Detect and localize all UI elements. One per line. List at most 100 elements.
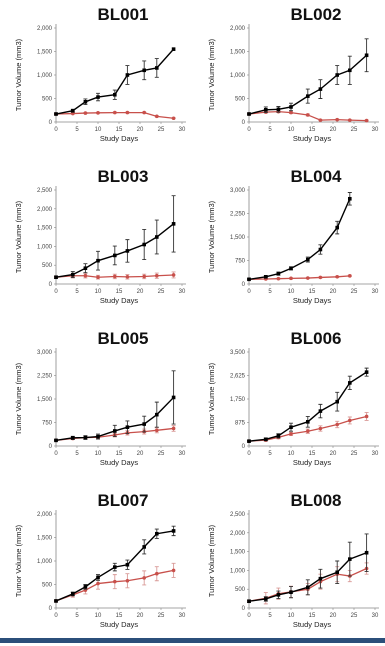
series-control [54, 525, 176, 603]
series-control [247, 367, 369, 443]
chart-svg: BL004 0 750 1,500 2,250 3,000 0 5 10 15 20 25 30 Stud… [207, 167, 379, 305]
y-tick-label: 1,500 [230, 550, 246, 556]
data-point [364, 550, 369, 555]
axes [55, 186, 186, 285]
data-point [264, 107, 268, 112]
x-tick-label: 0 [54, 451, 58, 457]
y-tick-label: 1,500 [230, 50, 246, 56]
data-point [83, 111, 88, 115]
x-tick-label: 0 [247, 289, 251, 295]
y-tick-label: 1,500 [37, 226, 53, 232]
y-tick-label: 750 [235, 259, 246, 265]
data-point [125, 578, 130, 583]
y-tick-label: 2,000 [37, 26, 53, 32]
x-tick-label: 20 [330, 451, 337, 457]
x-tick-label: 5 [75, 451, 79, 457]
data-point [171, 47, 176, 51]
chart-title: BL005 [97, 329, 148, 348]
y-tick-label: 3,000 [230, 188, 246, 194]
chart-svg: BL003 0 500 1,000 1,500 2,000 2,500 0 5 10 15 20 25 3… [14, 167, 186, 305]
data-point [289, 276, 293, 281]
x-axis-label: Study Days [293, 620, 332, 629]
x-axis-label: Study Days [100, 458, 139, 467]
footer-bar [0, 638, 385, 643]
data-point [125, 249, 130, 253]
y-tick-label: 0 [242, 444, 246, 450]
axes [248, 186, 379, 285]
data-point [54, 275, 58, 280]
x-tick-label: 20 [137, 289, 144, 295]
chart-title: BL008 [290, 491, 341, 510]
x-tick-label: 5 [268, 613, 272, 619]
data-point [348, 196, 352, 201]
x-tick-label: 0 [54, 613, 58, 619]
data-point [348, 68, 352, 73]
x-tick-label: 25 [158, 451, 165, 457]
x-tick-label: 5 [268, 451, 272, 457]
data-point [289, 425, 293, 429]
data-point [155, 273, 159, 278]
data-point [335, 422, 339, 427]
x-tick-label: 20 [137, 127, 144, 133]
chart-title: BL006 [290, 329, 341, 348]
x-tick-label: 10 [95, 451, 102, 457]
data-point [142, 576, 146, 580]
y-tick-label: 500 [42, 97, 53, 103]
data-point [289, 590, 293, 595]
x-tick-label: 0 [54, 289, 58, 295]
data-point [306, 420, 310, 424]
data-point [125, 562, 130, 567]
data-point [171, 395, 176, 400]
x-tick-label: 15 [116, 613, 123, 619]
chart-panel: BL004 0 750 1,500 2,250 3,000 0 5 10 15 20 25 30 Stud… [193, 162, 385, 322]
data-point [247, 439, 251, 443]
chart-panel: BL001 0 500 1,000 1,500 2,000 0 5 10 15 20 25 30 Stud… [0, 0, 192, 160]
data-point [364, 118, 369, 123]
data-point [264, 274, 268, 279]
data-point [155, 114, 159, 119]
data-point [96, 275, 100, 280]
data-point [171, 222, 176, 226]
data-point [247, 599, 251, 604]
y-tick-label: 2,250 [37, 374, 53, 380]
data-point [289, 105, 293, 109]
y-tick-label: 0 [49, 606, 53, 612]
data-point [306, 257, 310, 262]
x-tick-label: 25 [351, 127, 358, 133]
data-point [348, 557, 352, 561]
x-tick-label: 20 [330, 289, 337, 295]
data-point [71, 592, 75, 596]
x-tick-label: 25 [158, 127, 165, 133]
data-point [142, 422, 146, 426]
y-tick-label: 2,500 [37, 188, 53, 194]
chart-title: BL004 [290, 167, 342, 186]
data-point [54, 112, 58, 116]
chart-panel: BL002 0 500 1,000 1,500 2,000 0 5 10 15 20 25 30 Stud… [193, 0, 385, 160]
data-point [83, 266, 88, 271]
x-tick-label: 30 [372, 127, 379, 133]
x-tick-label: 0 [247, 127, 251, 133]
x-tick-label: 15 [116, 289, 123, 295]
x-axis-label: Study Days [100, 620, 139, 629]
data-point [113, 253, 117, 258]
chart-title: BL003 [97, 167, 148, 186]
data-point [264, 597, 268, 601]
data-point [71, 108, 75, 113]
y-tick-label: 500 [235, 587, 246, 593]
x-tick-label: 30 [179, 451, 186, 457]
x-tick-label: 5 [75, 127, 79, 133]
chart-panel: BL008 0 500 1,000 1,500 2,000 2,500 0 5 10 15 20 25 3… [193, 486, 385, 646]
data-point [71, 111, 75, 116]
x-tick-label: 30 [179, 127, 186, 133]
x-tick-label: 30 [372, 289, 379, 295]
data-point [306, 276, 310, 280]
data-point [289, 266, 293, 271]
y-tick-label: 1,000 [37, 559, 53, 565]
x-axis-label: Study Days [293, 458, 332, 467]
x-tick-label: 30 [372, 613, 379, 619]
data-point [113, 429, 117, 433]
y-tick-label: 2,000 [230, 26, 246, 32]
data-point [348, 274, 352, 278]
data-point [125, 425, 130, 429]
x-tick-label: 30 [179, 613, 186, 619]
